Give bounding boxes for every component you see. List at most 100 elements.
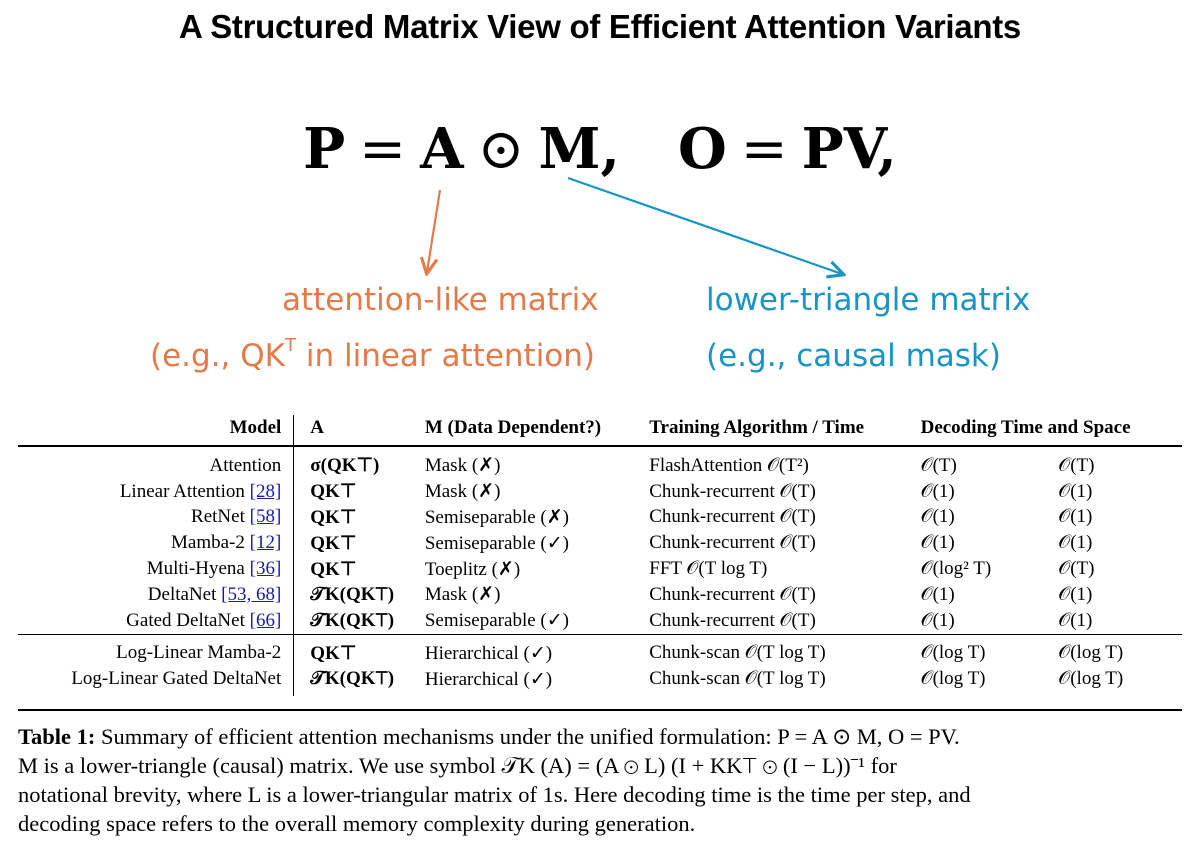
- eq-a: A: [420, 116, 464, 182]
- cell-m: Semiseparable (✓): [424, 610, 569, 632]
- annotation-a-line2-post: in linear attention): [296, 338, 596, 374]
- cell-training: FFT 𝒪(T log T): [649, 558, 768, 580]
- annotation-a-line2: (e.g., QKT in linear attention): [150, 335, 596, 374]
- cell-m: Mask (✗): [424, 584, 501, 606]
- eq-p: P: [303, 116, 346, 182]
- cell-training: Chunk-recurrent 𝒪(T): [649, 609, 816, 631]
- annotation-m-line2: (e.g., causal mask): [706, 338, 1001, 374]
- cell-a: 𝒯K(QK⊤): [293, 666, 421, 697]
- cell-m: Semiseparable (✗): [424, 506, 569, 528]
- cell-model: Log-Linear Gated DeltaNet: [18, 666, 294, 696]
- model-name: Gated DeltaNet: [126, 609, 245, 631]
- table-row: Attention σ(QK⊤) Mask (✗) FlashAttention 𝒪(…: [18, 446, 1182, 479]
- table-header-row: Model A M (Data Dependent?) Training Alg…: [18, 415, 1182, 446]
- annotation-a-line2-pre: (e.g., QK: [150, 338, 285, 374]
- model-name: Attention: [209, 454, 282, 476]
- cell-model: DeltaNet [53, 68]: [18, 582, 294, 608]
- cell-model: Gated DeltaNet [66]: [18, 608, 294, 634]
- unified-equation: P = A ⊙ M, O = PV,: [0, 116, 1200, 182]
- model-name: Mamba-2: [171, 532, 245, 554]
- cell-training: Chunk-recurrent 𝒪(T): [649, 506, 816, 528]
- cell-m: Mask (✗): [424, 455, 501, 477]
- blue-arrow: [567, 176, 842, 274]
- table-caption: Table 1: Summary of efficient attention …: [18, 722, 1182, 838]
- cell-decoding-space: 𝒪(log T): [1054, 633, 1182, 667]
- table-row: Mamba-2 [12] QK⊤ Semiseparable (✓) Chunk-re…: [18, 530, 1182, 557]
- model-name: RetNet: [191, 506, 245, 528]
- citation-link[interactable]: [53, 68]: [221, 583, 282, 605]
- cell-training: Chunk-recurrent 𝒪(T): [649, 480, 816, 502]
- eq-pv: PV,: [801, 116, 897, 182]
- eq-m: M,: [538, 116, 620, 182]
- table-row: Log-Linear Gated DeltaNet 𝒯K(QK⊤) Hierarch…: [18, 666, 1182, 697]
- caption-label: Table 1:: [18, 724, 96, 749]
- table-row: RetNet [58] QK⊤ Semiseparable (✗) Chunk-rec…: [18, 504, 1182, 531]
- model-name: Multi-Hyena: [146, 558, 245, 580]
- orange-arrow: [427, 189, 442, 272]
- cell-decoding-time: 𝒪(log T): [920, 668, 986, 690]
- caption-line-2: M is a lower-triangle (causal) matrix. W…: [18, 753, 897, 778]
- cell-decoding-time: 𝒪(log T): [916, 633, 1055, 667]
- citation-link[interactable]: [36]: [249, 558, 282, 580]
- citation-link[interactable]: [28]: [249, 480, 282, 502]
- cell-model: Log-Linear Mamba-2: [18, 633, 294, 667]
- cell-a: QK⊤: [293, 556, 421, 582]
- table-row: Log-Linear Mamba-2 QK⊤ Hierarchical (✓) Chu…: [18, 633, 1182, 667]
- cell-decoding-space: 𝒪(1): [1058, 532, 1093, 554]
- caption-line-1: Table 1: Summary of efficient attention …: [18, 722, 1182, 751]
- table-bottom-rule: [18, 709, 1182, 711]
- cell-decoding-time: 𝒪(log² T): [920, 558, 992, 580]
- table-row: DeltaNet [53, 68] 𝒯K(QK⊤) Mask (✗) Chunk-re…: [18, 581, 1182, 608]
- table-row: Multi-Hyena [36] QK⊤ Toeplitz (✗) FFT 𝒪(T l…: [18, 556, 1182, 582]
- caption-line-3: notational brevity, where L is a lower-t…: [18, 782, 971, 807]
- model-name: DeltaNet: [147, 583, 217, 605]
- cell-model: Multi-Hyena [36]: [18, 556, 294, 582]
- header-model: Model: [229, 417, 282, 438]
- cell-decoding-time: 𝒪(T): [920, 454, 957, 476]
- cell-model: Mamba-2 [12]: [18, 530, 294, 556]
- cell-decoding-time: 𝒪(1): [920, 609, 955, 631]
- model-name: Log-Linear Gated DeltaNet: [71, 668, 282, 690]
- cell-training: Chunk-recurrent 𝒪(T): [649, 532, 816, 554]
- eq-equals-2: =: [740, 117, 788, 182]
- cell-decoding-time: 𝒪(1): [920, 506, 955, 528]
- model-name: Log-Linear Mamba-2: [116, 642, 282, 664]
- cell-decoding-space: 𝒪(log T): [1058, 668, 1124, 690]
- cell-a: 𝒯K(QK⊤): [293, 607, 421, 635]
- header-a: A: [293, 415, 421, 446]
- citation-link[interactable]: [66]: [249, 609, 282, 631]
- cell-a: QK⊤: [293, 504, 421, 531]
- header-training: Training Algorithm / Time: [649, 417, 865, 438]
- cell-m: Hierarchical (✓): [420, 633, 646, 667]
- cell-decoding-time: 𝒪(1): [920, 583, 955, 605]
- attention-variants-table: Model A M (Data Dependent?) Training Alg…: [18, 415, 1182, 697]
- caption-text-1: Summary of efficient attention mechanism…: [95, 724, 960, 749]
- cell-model: Attention: [18, 446, 294, 479]
- table-row: Linear Attention [28] QK⊤ Mask (✗) Chunk-re…: [18, 478, 1182, 505]
- cell-m: Semiseparable (✓): [424, 532, 569, 554]
- cell-decoding-space: 𝒪(1): [1058, 480, 1093, 502]
- citation-link[interactable]: [12]: [249, 532, 282, 554]
- table-body: Attention σ(QK⊤) Mask (✗) FlashAttention 𝒪(…: [18, 446, 1182, 697]
- header-decoding: Decoding Time and Space: [920, 417, 1131, 438]
- cell-decoding-space: 𝒪(T): [1058, 454, 1095, 476]
- cell-a: QK⊤: [293, 530, 421, 557]
- figure-title: A Structured Matrix View of Efficient At…: [179, 8, 1021, 45]
- eq-equals: =: [359, 117, 407, 182]
- citation-link[interactable]: [58]: [249, 506, 282, 528]
- cell-m: Toeplitz (✗): [424, 558, 521, 580]
- cell-a: QK⊤: [293, 478, 421, 505]
- cell-model: Linear Attention [28]: [18, 479, 294, 505]
- cell-training: FlashAttention 𝒪(T²): [649, 454, 809, 476]
- cell-decoding-space: 𝒪(1): [1058, 583, 1093, 605]
- eq-o: O: [677, 116, 727, 182]
- cell-training: Chunk-scan 𝒪(T log T): [649, 668, 826, 690]
- cell-decoding-space: 𝒪(1): [1058, 609, 1093, 631]
- cell-decoding-time: 𝒪(1): [920, 480, 955, 502]
- caption-line-4: decoding space refers to the overall mem…: [18, 811, 696, 836]
- cell-a: 𝒯K(QK⊤): [293, 581, 421, 608]
- header-m: M (Data Dependent?): [424, 417, 602, 438]
- cell-training: Chunk-recurrent 𝒪(T): [649, 583, 816, 605]
